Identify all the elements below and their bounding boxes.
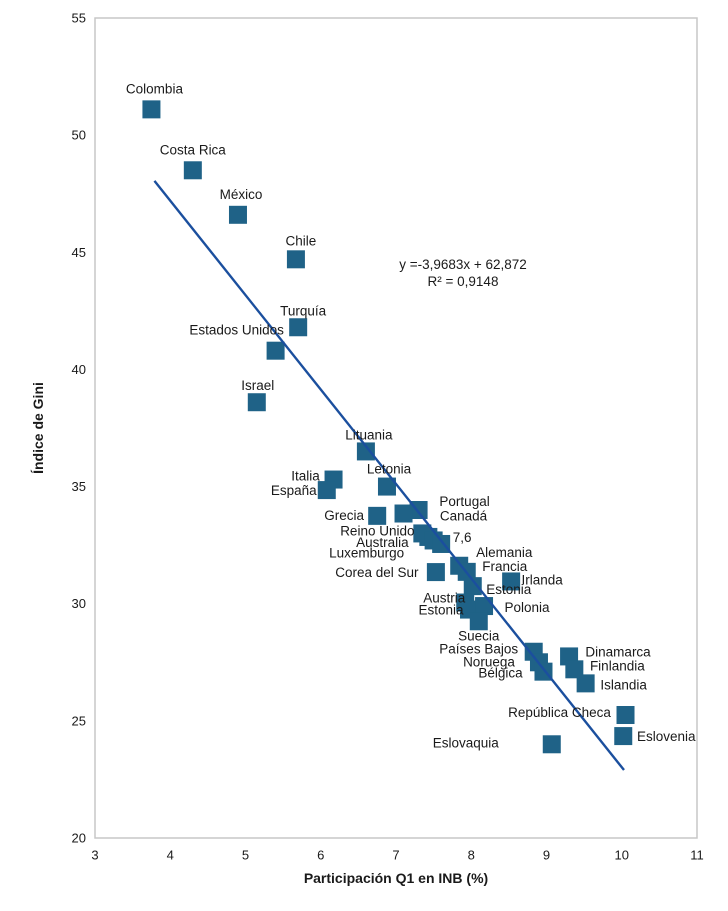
data-point-suecia — [469, 612, 488, 631]
x-tick-label-5: 5 — [242, 848, 249, 863]
x-tick-label-11: 11 — [690, 848, 704, 863]
data-point-israel — [247, 393, 266, 412]
trendline-equation: y =-3,9683x + 62,872 — [399, 257, 527, 272]
y-tick-label-30: 30 — [72, 596, 86, 611]
x-tick-label-10: 10 — [615, 848, 629, 863]
data-point-mexico — [228, 205, 247, 224]
data-point-irlanda — [502, 572, 521, 591]
data-point-grecia — [368, 506, 387, 525]
data-point-label-turquia: Turquía — [280, 303, 327, 318]
data-point-finlandia — [565, 660, 584, 679]
trendline-r-squared: R² = 0,9148 — [427, 274, 499, 289]
data-point-label-lituania: Lituania — [345, 427, 393, 442]
data-point-label-costa-rica: Costa Rica — [160, 142, 227, 157]
data-point-estados-unidos — [266, 341, 285, 360]
data-point-label-eslovenia: Eslovenia — [637, 729, 696, 744]
data-point-eslovenia — [614, 727, 633, 746]
data-point-label-letonia: Letonia — [367, 462, 412, 477]
data-point-chile — [286, 250, 305, 269]
x-tick-label-8: 8 — [468, 848, 475, 863]
data-point-canada — [394, 504, 413, 523]
data-point-label-estonia: Estonia — [418, 603, 464, 618]
data-point-label-7-6: 7,6 — [453, 530, 472, 545]
data-point-espana — [317, 481, 336, 500]
data-point-label-mexico: México — [220, 187, 263, 202]
x-tick-label-6: 6 — [317, 848, 324, 863]
data-point-label-estados-unidos: Estados Unidos — [189, 323, 284, 338]
data-point-label-canada: Canadá — [440, 509, 488, 524]
data-point-label-republica-checa: República Checa — [508, 705, 611, 720]
data-point-label-portugal: Portugal — [439, 494, 489, 509]
data-point-label-israel: Israel — [241, 378, 274, 393]
y-axis-title: Índice de Gini — [30, 382, 46, 474]
data-point-label-colombia: Colombia — [126, 81, 184, 96]
data-point-label-francia: Francia — [482, 559, 528, 574]
data-point-label-luxemburgo: Luxemburgo — [329, 545, 404, 560]
data-point-colombia — [142, 100, 161, 119]
data-point-costa-rica — [183, 161, 202, 180]
data-point-label-austria: Austria — [423, 591, 466, 606]
data-point-corea-del-sur — [426, 563, 445, 582]
data-point-label-noruega: Noruega — [463, 654, 515, 669]
y-tick-label-40: 40 — [72, 362, 86, 377]
data-point-label-estonia: Estonia — [486, 582, 532, 597]
data-point-label-finlandia: Finlandia — [590, 658, 645, 673]
data-point-lituania — [356, 442, 375, 461]
data-point-label-italia: Italia — [291, 469, 320, 484]
y-tick-label-55: 55 — [72, 11, 86, 26]
data-point-label-paises-bajos: Países Bajos — [439, 642, 518, 657]
data-point-letonia — [377, 477, 396, 496]
data-point-eslovaquia — [542, 735, 561, 754]
y-tick-label-45: 45 — [72, 245, 86, 260]
data-point-label-belgica: Bélgica — [478, 666, 523, 681]
y-tick-label-20: 20 — [72, 831, 86, 846]
data-point-label-alemania: Alemania — [476, 545, 533, 560]
y-tick-label-25: 25 — [72, 713, 86, 728]
data-point-republica-checa — [616, 706, 635, 724]
data-point-label-polonia: Polonia — [505, 600, 551, 615]
trendline — [153, 180, 625, 771]
data-point-label-espana: España — [271, 483, 317, 498]
data-point-label-chile: Chile — [286, 233, 317, 248]
data-point-label-islandia: Islandia — [600, 677, 647, 692]
x-tick-label-9: 9 — [543, 848, 550, 863]
x-axis-title: Participación Q1 en INB (%) — [303, 870, 489, 886]
data-point-label-corea-del-sur: Corea del Sur — [335, 565, 419, 580]
x-tick-label-7: 7 — [392, 848, 399, 863]
x-tick-label-3: 3 — [91, 848, 98, 863]
data-point-turquia — [289, 318, 308, 337]
data-point-7-6 — [432, 534, 451, 553]
trendline-equation-block: y =-3,9683x + 62,872 R² = 0,9148 — [363, 256, 563, 290]
data-point-islandia — [576, 674, 595, 693]
data-point-label-eslovaquia: Eslovaquia — [433, 735, 500, 750]
data-point-label-australia: Australia — [356, 535, 409, 550]
y-tick-label-35: 35 — [72, 479, 86, 494]
data-point-label-grecia: Grecia — [324, 508, 364, 523]
y-tick-label-50: 50 — [72, 128, 86, 143]
data-point-estonia — [463, 577, 482, 596]
data-point-label-irlanda: Irlanda — [521, 572, 563, 587]
data-point-label-suecia: Suecia — [458, 628, 500, 643]
plot-area-border — [94, 17, 698, 839]
x-tick-label-4: 4 — [167, 848, 174, 863]
data-point-label-dinamarca: Dinamarca — [585, 644, 651, 659]
data-point-label-reino-unido: Reino Unido — [340, 523, 414, 538]
